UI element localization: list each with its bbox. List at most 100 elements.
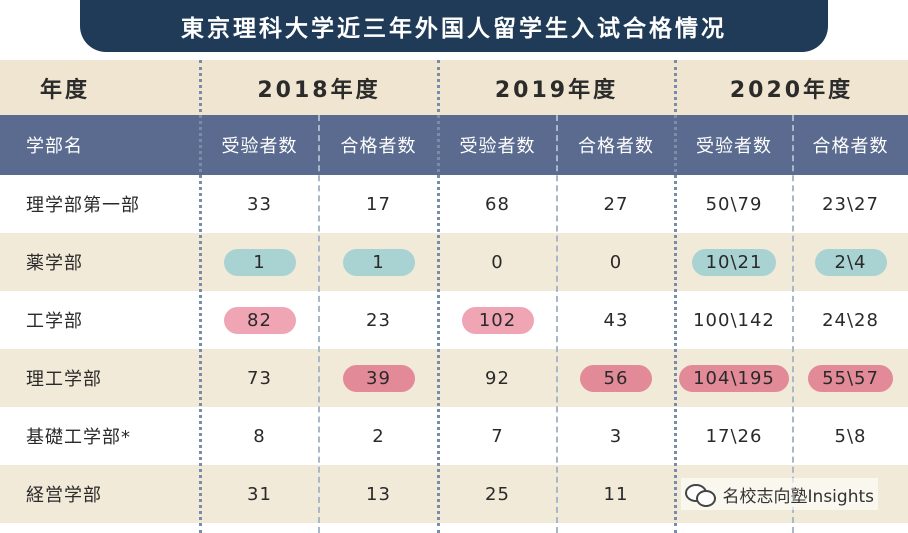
cell-value: 23\27 [822, 193, 879, 215]
column-header-row: 学部名 受验者数 合格者数 受验者数 合格者数 受验者数 合格者数 [0, 115, 908, 175]
year-2020: 2020年度 [729, 77, 854, 103]
cell-value: 100\142 [693, 309, 775, 331]
department-name: 薬学部 [26, 253, 83, 274]
cell-value: 27 [603, 193, 629, 215]
table-row: 薬学部 1 1 0 0 10\21 2\4 [0, 233, 908, 291]
table-cell: 17\26 [675, 407, 793, 465]
cell-value: 13 [366, 483, 391, 505]
table-cell: 55\57 [793, 349, 908, 407]
table-cell: 100\142 [675, 291, 793, 349]
table-cell: 25 [438, 465, 557, 523]
cell-value: 3 [609, 425, 623, 447]
table-cell: 2 [319, 407, 438, 465]
table-cell: 68 [438, 175, 557, 233]
column-divider [674, 60, 677, 533]
table-cell: 0 [557, 233, 675, 291]
table-cell: 23\27 [793, 175, 908, 233]
cell-value: 17\26 [705, 425, 763, 447]
table-cell: 50\79 [675, 175, 793, 233]
table-cell: 11 [557, 465, 675, 523]
cell-value: 31 [247, 483, 272, 505]
source-text: 名校志向塾Insights [722, 486, 874, 507]
table-row: 工学部 82 23 102 43 100\142 24\28 [0, 291, 908, 349]
table-cell: 104\195 [675, 349, 793, 407]
cell-value: 92 [485, 367, 510, 389]
table-cell: 8 [200, 407, 319, 465]
highlighted-value: 10\21 [691, 248, 777, 276]
header-department: 学部名 [26, 136, 83, 157]
table-cell: 102 [438, 291, 557, 349]
year-label: 年度 [40, 77, 91, 103]
highlighted-value: 39 [342, 364, 415, 392]
table-cell: 2\4 [793, 233, 908, 291]
cell-value: 24\28 [822, 309, 879, 331]
table-row: 理学部第一部 33 17 68 27 50\79 23\27 [0, 175, 908, 233]
highlighted-value: 104\195 [679, 364, 789, 392]
table-cell: 0 [438, 233, 557, 291]
highlighted-value: 1 [223, 248, 296, 276]
cell-value: 2 [372, 425, 385, 447]
cell-value: 5\8 [834, 425, 867, 447]
table-row: 基礎工学部* 8 2 7 3 17\26 5\8 [0, 407, 908, 465]
cell-value: 23 [366, 309, 391, 331]
table-cell: 10\21 [675, 233, 793, 291]
header-passed: 合格者数 [812, 136, 889, 157]
table-cell: 56 [557, 349, 675, 407]
department-name: 理学部第一部 [26, 195, 140, 216]
table-cell: 1 [319, 233, 438, 291]
department-name: 経営学部 [26, 485, 102, 506]
column-divider [792, 115, 794, 533]
table-cell: 23 [319, 291, 438, 349]
table-cell: 33 [200, 175, 319, 233]
table-cell: 3 [557, 407, 675, 465]
table-cell: 1 [200, 233, 319, 291]
column-divider [318, 115, 320, 533]
cell-value: 73 [247, 367, 272, 389]
table-cell: 92 [438, 349, 557, 407]
page-title: 東京理科大学近三年外国人留学生入试合格情况 [80, 0, 828, 52]
cell-value: 7 [491, 425, 504, 447]
cell-value: 43 [603, 309, 629, 331]
table-cell: 5\8 [793, 407, 908, 465]
table-cell: 73 [200, 349, 319, 407]
header-applicants: 受验者数 [221, 136, 298, 157]
header-applicants: 受验者数 [696, 136, 772, 157]
cell-value: 0 [609, 251, 623, 273]
highlighted-value: 2\4 [814, 248, 887, 276]
highlighted-value: 55\57 [808, 364, 893, 392]
header-applicants: 受验者数 [459, 136, 536, 157]
wechat-icon [684, 482, 716, 507]
source-badge: 名校志向塾Insights [680, 478, 878, 510]
cell-value: 50\79 [705, 193, 763, 215]
highlighted-value: 82 [223, 306, 296, 334]
highlighted-value: 102 [461, 306, 534, 334]
table-cell: 13 [319, 465, 438, 523]
department-name: 工学部 [26, 311, 83, 332]
header-passed: 合格者数 [340, 136, 417, 157]
cell-value: 0 [491, 251, 504, 273]
table-cell: 17 [319, 175, 438, 233]
table-row: 理工学部 73 39 92 56 104\195 55\57 [0, 349, 908, 407]
table-cell: 7 [438, 407, 557, 465]
year-2019: 2019年度 [494, 77, 619, 103]
year-2018: 2018年度 [257, 77, 381, 103]
cell-value: 11 [603, 483, 629, 505]
table-cell: 27 [557, 175, 675, 233]
cell-value: 33 [247, 193, 272, 215]
table-cell: 82 [200, 291, 319, 349]
highlighted-value: 1 [342, 248, 415, 276]
table-cell: 31 [200, 465, 319, 523]
cell-value: 68 [485, 193, 510, 215]
table-cell: 39 [319, 349, 438, 407]
department-name: 理工学部 [26, 369, 102, 390]
header-passed: 合格者数 [578, 136, 654, 157]
cell-value: 17 [366, 193, 391, 215]
year-header-row: 年度 2018年度 2019年度 2020年度 [0, 60, 908, 115]
column-divider [437, 60, 440, 533]
cell-value: 25 [485, 483, 510, 505]
cell-value: 8 [253, 425, 266, 447]
table-cell: 24\28 [793, 291, 908, 349]
column-divider [556, 115, 558, 533]
column-divider [199, 60, 202, 533]
